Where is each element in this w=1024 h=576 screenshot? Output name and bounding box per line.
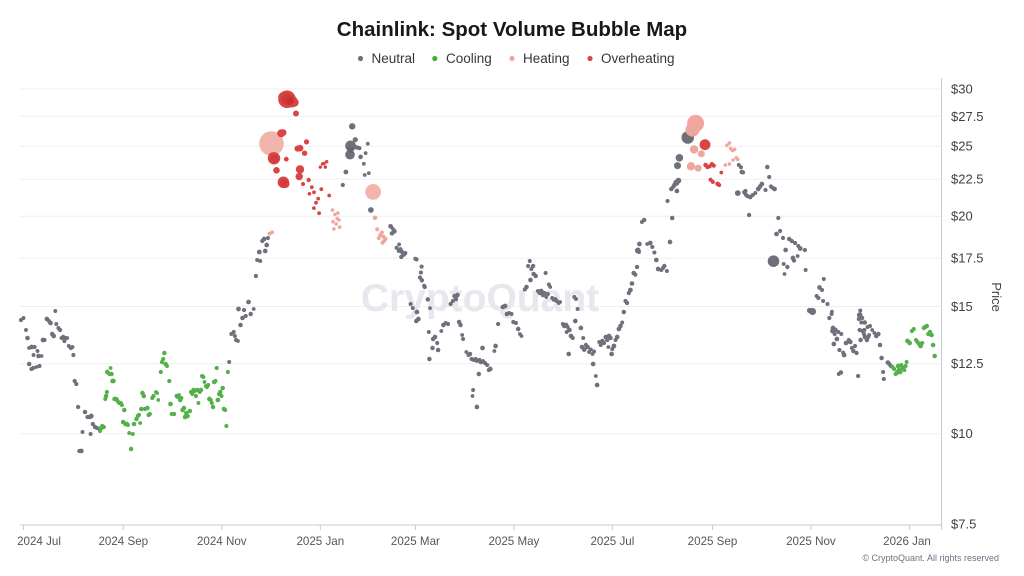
svg-text:Overheating: Overheating [601,51,675,66]
svg-text:© CryptoQuant. All rights rese: © CryptoQuant. All rights reserved [862,553,999,563]
svg-text:$30: $30 [951,82,973,97]
svg-text:2024 Sep: 2024 Sep [98,535,148,548]
svg-text:2025 May: 2025 May [488,535,539,548]
svg-text:$25: $25 [951,139,973,154]
svg-text:$7.5: $7.5 [951,517,976,532]
svg-text:Price: Price [989,282,1004,312]
svg-text:$17.5: $17.5 [951,251,984,266]
svg-text:$10: $10 [951,426,973,441]
svg-text:CryptoQuant: CryptoQuant [361,277,599,320]
svg-text:Chainlink: Spot Volume Bubble: Chainlink: Spot Volume Bubble Map [337,18,687,41]
svg-text:Heating: Heating [523,51,570,66]
svg-text:$15: $15 [951,299,973,314]
svg-text:2026 Jan: 2026 Jan [883,535,931,548]
svg-text:2024 Jul: 2024 Jul [17,535,61,548]
svg-text:$20: $20 [951,209,973,224]
svg-text:2024 Nov: 2024 Nov [197,535,247,548]
svg-text:2025 Sep: 2025 Sep [688,535,738,548]
svg-text:Cooling: Cooling [446,51,492,66]
svg-text:Neutral: Neutral [372,51,416,66]
svg-text:$12.5: $12.5 [951,356,984,371]
svg-text:$22.5: $22.5 [951,172,984,187]
svg-text:2025 Jul: 2025 Jul [590,535,634,548]
svg-text:2025 Mar: 2025 Mar [391,535,440,548]
svg-text:$27.5: $27.5 [951,109,984,124]
svg-text:2025 Jan: 2025 Jan [296,535,344,548]
svg-text:2025 Nov: 2025 Nov [786,535,836,548]
